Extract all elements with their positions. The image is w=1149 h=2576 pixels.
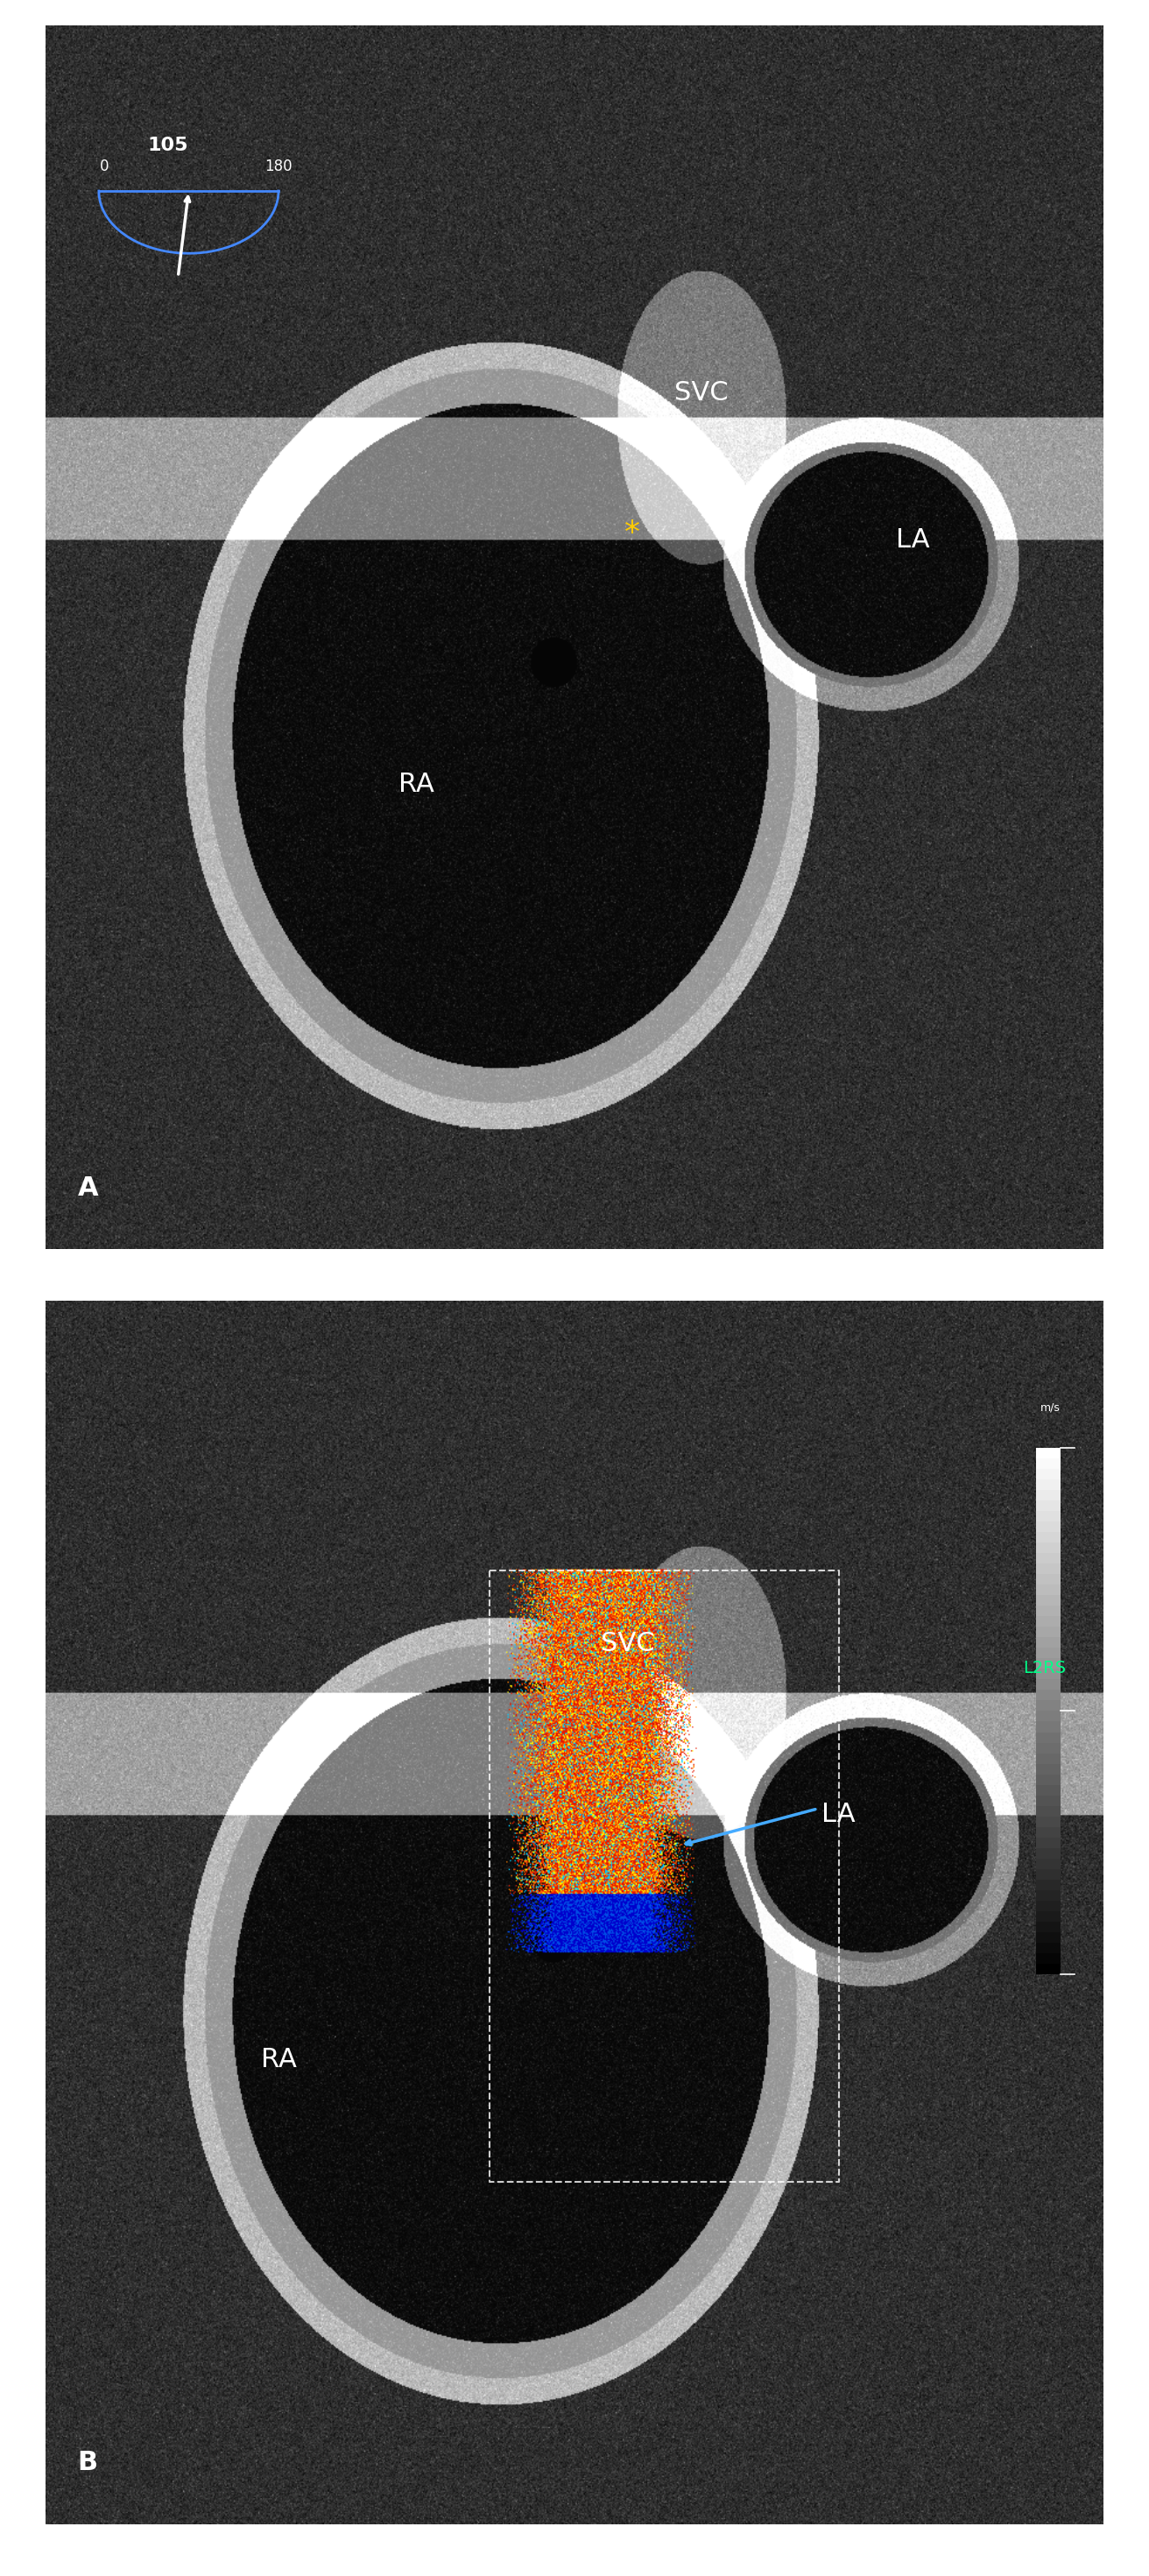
- Text: RA: RA: [398, 773, 434, 796]
- Text: *: *: [625, 518, 640, 549]
- Text: LA: LA: [896, 528, 930, 551]
- Text: LA: LA: [822, 1803, 856, 1826]
- Text: SVC: SVC: [601, 1631, 654, 1656]
- Text: 0: 0: [100, 160, 109, 175]
- Text: 180: 180: [264, 160, 292, 175]
- Text: A: A: [78, 1175, 99, 1200]
- Text: B: B: [78, 2450, 98, 2476]
- Text: m/s: m/s: [1040, 1401, 1061, 1414]
- Text: SVC: SVC: [674, 381, 728, 404]
- Text: RA: RA: [261, 2048, 296, 2071]
- Text: 105: 105: [147, 137, 188, 155]
- Text: L2RS: L2RS: [1024, 1659, 1066, 1677]
